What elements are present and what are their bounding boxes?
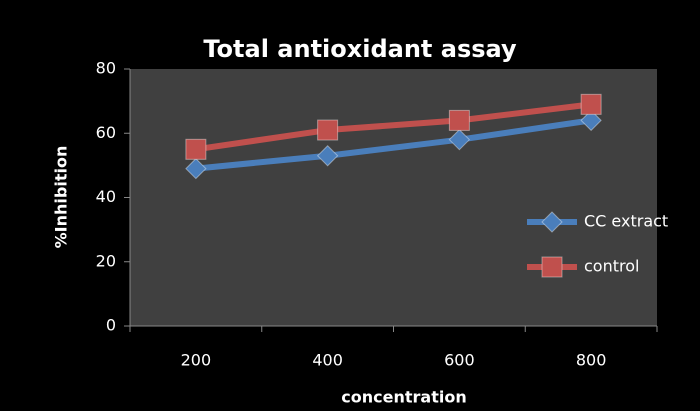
marker <box>185 138 207 160</box>
y-tick-label: 60 <box>96 123 116 142</box>
y-axis-title: %Inhibition <box>52 146 71 249</box>
y-tick-label: 80 <box>96 59 116 78</box>
legend-label: control <box>584 257 639 276</box>
y-tick-label: 20 <box>96 251 116 270</box>
y-tick-label: 0 <box>106 316 116 335</box>
marker <box>448 109 470 131</box>
marker <box>316 145 339 167</box>
marker <box>448 128 471 151</box>
x-tick-label: 200 <box>181 351 212 370</box>
series-line <box>195 117 592 172</box>
marker <box>541 256 563 278</box>
marker <box>317 119 339 141</box>
series-line <box>195 101 592 153</box>
chart-title: Total antioxidant assay <box>203 35 517 63</box>
y-tick-label: 40 <box>96 187 116 206</box>
plot-area <box>130 69 657 326</box>
x-tick-label: 800 <box>576 351 607 370</box>
x-tick-label: 600 <box>444 351 475 370</box>
x-tick-label: 400 <box>312 351 343 370</box>
x-axis-title: concentration <box>341 388 466 407</box>
legend-label: CC extract <box>584 212 668 231</box>
marker <box>541 211 563 233</box>
marker <box>580 93 602 115</box>
marker <box>580 109 602 132</box>
marker <box>185 157 207 180</box>
